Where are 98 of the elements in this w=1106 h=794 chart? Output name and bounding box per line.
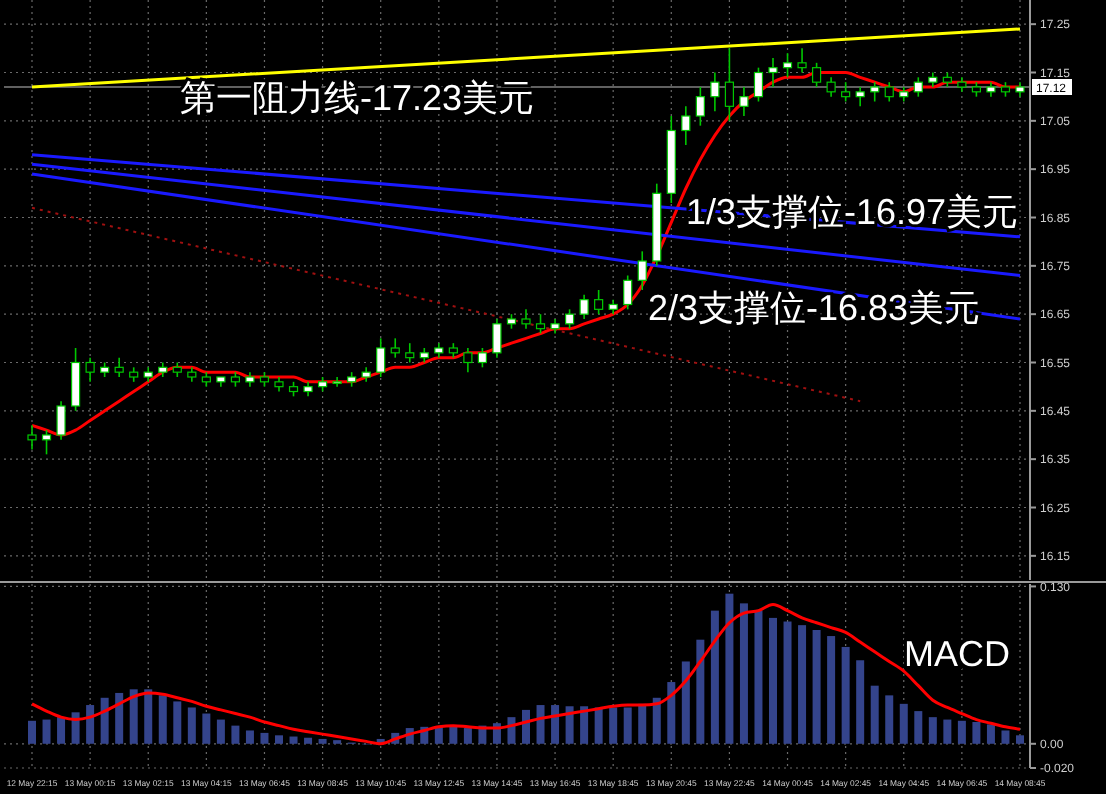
candlestick xyxy=(811,62,822,88)
candlestick xyxy=(332,376,342,388)
bar xyxy=(289,736,298,744)
bar xyxy=(623,707,632,744)
bar xyxy=(57,717,66,744)
candlestick xyxy=(376,337,386,378)
bar xyxy=(870,685,879,744)
bar xyxy=(260,732,269,744)
bar xyxy=(812,630,821,744)
bar xyxy=(652,697,661,744)
bar xyxy=(1001,730,1010,744)
bar xyxy=(449,726,458,744)
line-series xyxy=(30,603,1022,746)
candlestick xyxy=(405,342,415,364)
bar xyxy=(928,717,937,744)
bar xyxy=(580,706,589,744)
bar xyxy=(856,660,865,744)
candlestick xyxy=(695,86,705,127)
bar xyxy=(129,689,138,744)
bar xyxy=(551,705,560,744)
candlestick xyxy=(724,47,735,122)
bar xyxy=(434,726,443,744)
candlestick xyxy=(768,57,778,88)
candlestick xyxy=(564,308,575,330)
bar xyxy=(594,707,603,744)
bar xyxy=(245,730,254,744)
bar xyxy=(463,728,472,744)
bar xyxy=(609,707,618,744)
bar xyxy=(899,703,908,744)
candlestick xyxy=(841,81,851,103)
bar xyxy=(725,593,734,744)
candlestick xyxy=(535,313,546,335)
candlestick xyxy=(681,105,691,146)
candlestick xyxy=(390,337,400,359)
bar xyxy=(522,709,530,744)
bar xyxy=(696,639,705,744)
candlestick xyxy=(463,347,473,373)
bar xyxy=(42,719,51,744)
bar xyxy=(304,737,313,744)
bar xyxy=(100,697,109,744)
bar xyxy=(318,738,327,744)
bar xyxy=(739,603,748,744)
candlestick xyxy=(70,347,81,412)
annotation: 第一阻力线-17.23美元 xyxy=(180,78,535,118)
candlestick xyxy=(85,356,95,383)
bar xyxy=(144,689,153,744)
bar xyxy=(173,701,182,744)
candlestick xyxy=(753,66,764,103)
candlestick xyxy=(739,86,749,117)
candlestick xyxy=(826,76,836,98)
bar xyxy=(71,712,80,744)
bar xyxy=(943,719,952,744)
candlestick xyxy=(27,424,37,451)
bar xyxy=(986,724,995,744)
bar xyxy=(972,722,981,744)
bar xyxy=(28,720,36,744)
bar xyxy=(187,707,196,744)
candlestick xyxy=(594,289,604,315)
candlestick xyxy=(477,347,488,369)
bar xyxy=(231,725,240,744)
bar xyxy=(827,636,836,744)
candlestick xyxy=(521,308,531,330)
bar xyxy=(798,625,807,744)
candlestick xyxy=(884,81,894,103)
candlestick xyxy=(637,250,647,291)
candlestick xyxy=(797,47,807,74)
bar xyxy=(783,621,792,744)
bar xyxy=(681,661,690,744)
bar xyxy=(769,617,777,744)
candlestick xyxy=(579,294,589,320)
bar xyxy=(202,713,211,744)
candlestick xyxy=(56,400,66,441)
candlestick xyxy=(870,81,880,103)
bar xyxy=(754,610,763,744)
candlestick xyxy=(782,52,793,79)
candlestick xyxy=(492,318,502,359)
bar xyxy=(638,703,647,744)
bar xyxy=(885,695,894,744)
candlestick xyxy=(855,86,865,108)
bar xyxy=(565,706,574,744)
bar xyxy=(710,610,719,744)
bar xyxy=(216,719,225,744)
candlestick xyxy=(710,71,720,112)
bar xyxy=(957,720,966,744)
candlestick xyxy=(623,274,633,311)
bar xyxy=(1016,735,1024,744)
bar xyxy=(275,735,283,744)
bar xyxy=(841,646,850,744)
bar xyxy=(536,705,545,744)
candlestick xyxy=(41,429,52,456)
candlestick xyxy=(114,356,124,378)
bar xyxy=(86,705,95,744)
bar xyxy=(914,711,923,744)
bar xyxy=(115,692,124,744)
bar xyxy=(667,682,676,744)
annotation: MACD xyxy=(904,634,1010,674)
bar xyxy=(158,695,167,744)
candlestick xyxy=(913,76,923,98)
